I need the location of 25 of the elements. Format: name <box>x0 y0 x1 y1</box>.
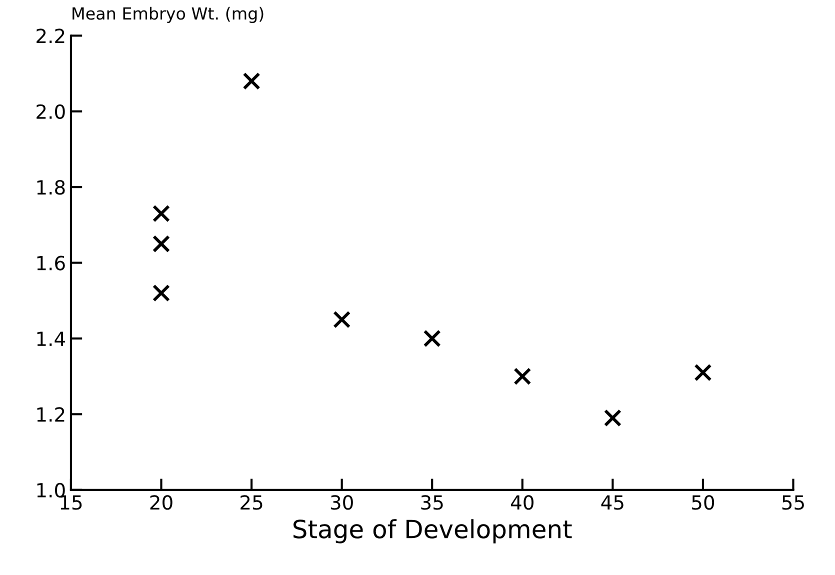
x-tick-label: 25 <box>240 495 262 510</box>
point <box>423 330 441 348</box>
y-tick-label: 1.4 <box>37 332 66 346</box>
x-tick-label: 40 <box>510 495 534 510</box>
y-tick-label: 1.2 <box>37 407 64 422</box>
point <box>152 235 170 253</box>
point <box>333 310 351 328</box>
x-tick-label: 50 <box>692 495 714 510</box>
y-tick-label: 1.8 <box>37 180 65 195</box>
x-axis-title: Stage of Development <box>293 519 572 544</box>
point <box>152 204 170 222</box>
x-tick-label: 55 <box>782 495 804 510</box>
x-tick-label: 35 <box>421 495 443 510</box>
x-tick-label: 45 <box>601 495 624 510</box>
point <box>694 364 712 382</box>
point <box>604 409 622 427</box>
y-tick-label: 2.2 <box>36 28 64 44</box>
point <box>242 72 260 90</box>
x-tick-label: 30 <box>330 495 353 510</box>
y-axis-title: Mean Embryo Wt. (mg) <box>72 6 264 23</box>
point <box>152 284 170 302</box>
point <box>514 368 532 386</box>
y-tick-label: 1.6 <box>37 256 65 270</box>
y-tick-label: 2.0 <box>36 104 65 120</box>
x-tick-label: 20 <box>150 495 172 510</box>
